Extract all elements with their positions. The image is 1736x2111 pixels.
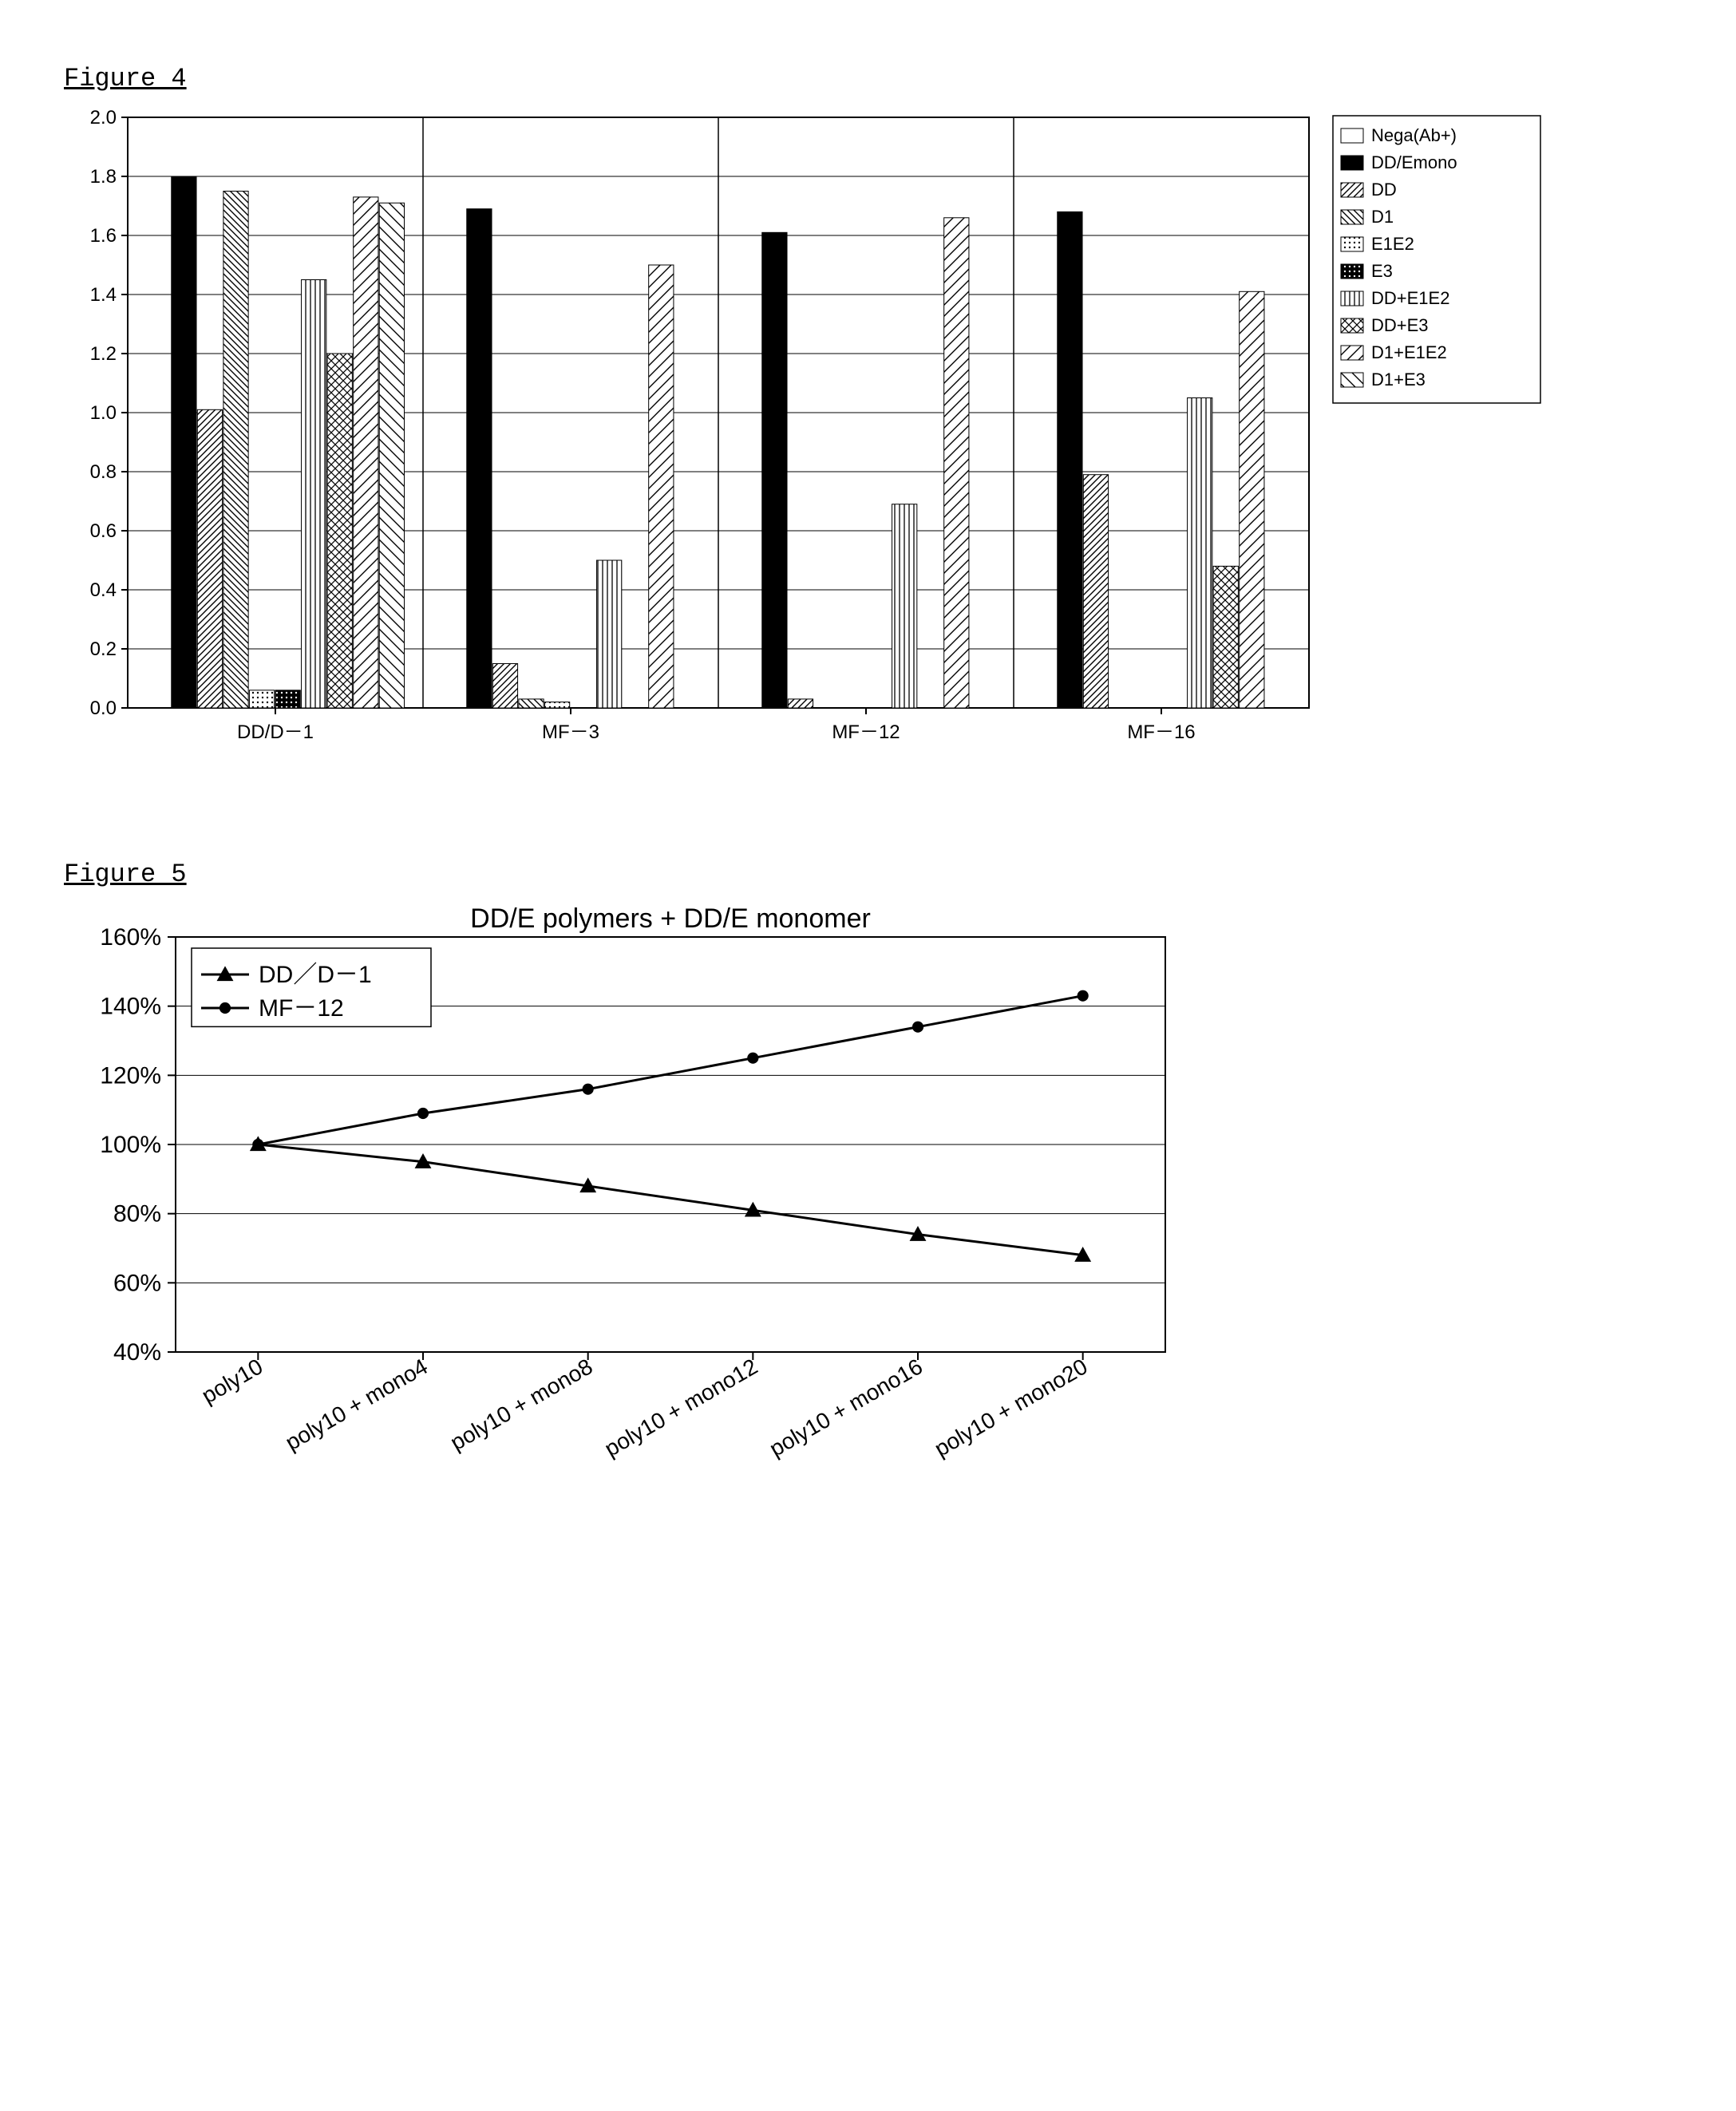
svg-text:1.0: 1.0 [90,402,117,424]
svg-text:120%: 120% [100,1062,161,1089]
legend-swatch [1341,291,1363,306]
bar [492,664,517,709]
bar [944,218,969,708]
legend-label: DD/Emono [1371,152,1457,172]
legend-label: D1+E3 [1371,370,1426,389]
svg-text:MF－12: MF－12 [832,721,900,743]
legend-label: Nega(Ab+) [1371,125,1457,145]
svg-text:poly10 + mono16: poly10 + mono16 [765,1354,927,1461]
legend-swatch [1341,346,1363,360]
svg-text:140%: 140% [100,994,161,1020]
figure-5-chart: DD/E polymers + DD/E monomer 40% 60% 80% 100… [64,897,1341,1583]
bar [354,197,378,708]
legend-label: D1 [1371,207,1394,227]
bar [544,702,569,708]
svg-text:0.8: 0.8 [90,461,117,483]
figure-4-chart: 0.0 0.2 0.4 0.6 0.8 1.0 1.2 1.4 1.6 1.8 2.0 DD/D－1 M… [64,101,1580,764]
svg-text:poly10 + mono20: poly10 + mono20 [930,1354,1091,1461]
bar [249,690,274,708]
bar [327,354,352,708]
figure-4-label: Figure 4 [64,64,1672,93]
svg-text:0.4: 0.4 [90,579,117,601]
figure-5-label: Figure 5 [64,860,1672,889]
chart-title: DD/E polymers + DD/E monomer [470,903,871,934]
figure-4-block: Figure 4 0.0 0.2 0.4 0.6 0.8 1.0 1.2 1.4 1.6 1.8 2… [64,64,1672,764]
legend-label: DD／D－1 [259,962,372,988]
figure-5-block: Figure 5 DD/E polymers + DD/E monomer 40%… [64,860,1672,1583]
bar [1058,211,1082,708]
bar [1213,566,1238,708]
svg-text:poly10: poly10 [197,1354,267,1408]
svg-text:1.4: 1.4 [90,284,117,306]
bar [379,203,404,708]
svg-text:2.0: 2.0 [90,107,117,128]
legend-label: E3 [1371,261,1393,281]
bar [275,690,300,708]
legend-swatch [1341,237,1363,251]
legend-label: D1+E1E2 [1371,342,1447,362]
svg-text:poly10 + mono8: poly10 + mono8 [446,1354,597,1455]
legend-label: E1E2 [1371,234,1414,254]
legend-swatch [1341,318,1363,333]
svg-text:160%: 160% [100,924,161,951]
bar [172,176,196,708]
svg-text:1.8: 1.8 [90,166,117,188]
legend-label: DD+E1E2 [1371,288,1449,308]
bar [892,504,917,708]
bar [1188,398,1212,709]
svg-text:0.0: 0.0 [90,698,117,719]
svg-text:0.2: 0.2 [90,638,117,660]
svg-text:40%: 40% [113,1339,161,1366]
legend-swatch [1341,373,1363,387]
svg-text:poly10 + mono4: poly10 + mono4 [281,1354,432,1455]
svg-text:poly10 + mono12: poly10 + mono12 [600,1354,761,1461]
legend-swatch [1341,210,1363,224]
legend-label: DD+E3 [1371,315,1429,335]
bar [1240,291,1264,708]
svg-text:MF－3: MF－3 [542,721,599,743]
svg-text:1.6: 1.6 [90,225,117,247]
legend-label: DD [1371,180,1397,200]
bar [223,192,248,709]
svg-text:0.6: 0.6 [90,520,117,542]
svg-text:80%: 80% [113,1201,161,1227]
svg-text:1.2: 1.2 [90,343,117,365]
bar [519,699,544,708]
svg-text:60%: 60% [113,1270,161,1296]
legend-swatch [1341,128,1363,143]
bar [197,409,222,708]
bar [788,699,813,708]
svg-text:DD/D－1: DD/D－1 [237,721,314,743]
bar [467,209,492,708]
bar [302,280,326,709]
legend-swatch [1341,156,1363,170]
bar [597,560,622,708]
legend-label: MF－12 [259,995,344,1022]
bar [762,232,787,708]
bar [649,265,674,708]
legend-swatch [1341,183,1363,197]
svg-text:100%: 100% [100,1132,161,1158]
bar [1083,475,1108,708]
legend-swatch [1341,264,1363,279]
svg-text:MF－16: MF－16 [1127,721,1195,743]
series-line [258,1144,1082,1255]
